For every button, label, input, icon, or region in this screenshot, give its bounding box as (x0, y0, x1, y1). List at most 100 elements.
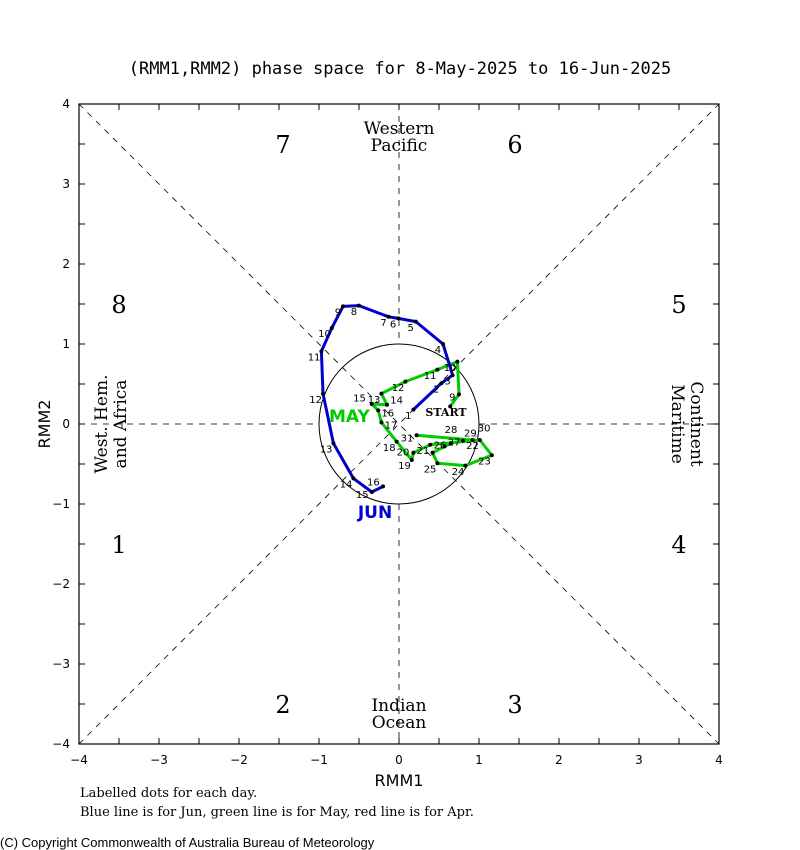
day-dot (414, 433, 419, 438)
day-dot (381, 484, 385, 489)
phase-label-7: 7 (275, 131, 290, 159)
day-label: 31 (401, 433, 414, 444)
day-label: 27 (448, 437, 461, 448)
phase-label-3: 3 (507, 691, 522, 719)
day-label: 16 (381, 409, 394, 420)
unit-circle (318, 343, 480, 505)
day-dot (331, 441, 336, 446)
day-dot (435, 461, 440, 466)
day-dot (439, 381, 444, 386)
day-dot (403, 379, 408, 384)
day-dot (455, 359, 460, 364)
day-label: 6 (390, 320, 396, 331)
phase-label-4: 4 (671, 531, 686, 559)
x-tick-label: 3 (635, 753, 643, 767)
day-dot (435, 367, 440, 372)
phase-label-5: 5 (671, 291, 686, 319)
day-label: 22 (466, 441, 479, 452)
day-dot (369, 402, 374, 406)
note-1: Labelled dots for each day. (80, 786, 257, 801)
day-dot (321, 391, 325, 396)
y-tick-label: 4 (62, 97, 70, 111)
day-dot (457, 392, 461, 397)
day-label: 23 (478, 456, 491, 467)
day-label: 4 (435, 345, 441, 356)
day-label: 26 (434, 441, 447, 452)
phase-label-6: 6 (507, 131, 522, 159)
note-2: Blue line is for Jun, green line is for … (80, 805, 474, 820)
day-dot (376, 408, 381, 413)
day-label: 28 (445, 425, 458, 436)
day-label: 14 (390, 396, 403, 407)
day-dot (409, 458, 414, 462)
y-axis-label: RMM2 (35, 400, 54, 449)
day-dot (411, 407, 416, 412)
day-dot (341, 304, 345, 309)
day-dot (413, 319, 418, 324)
day-label: 30 (478, 424, 491, 435)
phase-label-8: 8 (111, 291, 126, 319)
day-label: 5 (408, 323, 414, 334)
day-dot (385, 402, 389, 407)
day-label: 13 (368, 395, 381, 406)
day-dot (386, 314, 391, 319)
day-dot (428, 442, 433, 447)
day-label-leader (472, 434, 479, 441)
chart-title: (RMM1,RMM2) phase space for 8-May-2025 t… (129, 59, 671, 79)
day-dot (449, 441, 453, 446)
day-label: 13 (320, 444, 333, 455)
day-label: 14 (340, 480, 353, 491)
day-label: 15 (356, 490, 369, 501)
day-dot (463, 463, 468, 468)
day-dot (489, 453, 494, 458)
day-label: 16 (367, 477, 380, 488)
day-label: 21 (417, 446, 430, 457)
day-label: 29 (464, 429, 477, 440)
region-left-2: and Africa (111, 380, 131, 469)
region-top-1: Western (364, 119, 435, 139)
day-label: 20 (397, 447, 410, 458)
y-tick-label: 3 (62, 177, 70, 191)
x-tick-label: 4 (715, 753, 723, 767)
day-label: 17 (385, 421, 398, 432)
month-label-jun: JUN (357, 503, 392, 523)
day-label: 11 (308, 352, 321, 363)
x-tick-label: 2 (555, 753, 563, 767)
day-label: 7 (380, 318, 386, 329)
series-line-jun (319, 304, 455, 494)
day-label: 3 (444, 376, 450, 387)
plot-frame (78, 103, 720, 745)
x-tick-label: −4 (70, 753, 88, 767)
region-top-2: Pacific (371, 136, 428, 156)
y-tick-label: 2 (62, 257, 70, 271)
day-dot (411, 450, 416, 455)
month-label-may: MAY (329, 407, 370, 427)
y-tick-label: 0 (62, 417, 70, 431)
day-label: 12 (392, 383, 405, 394)
y-tick-label: −4 (52, 737, 70, 751)
day-dot (396, 316, 401, 321)
day-label: 1 (405, 411, 411, 422)
day-dot (448, 404, 453, 409)
y-tick-label: 1 (62, 337, 70, 351)
day-dot (379, 420, 384, 425)
day-label: 15 (353, 394, 366, 405)
day-dot (450, 373, 455, 378)
day-dot (357, 303, 361, 308)
x-axis-label: RMM1 (375, 771, 424, 790)
day-label: 11 (424, 371, 437, 382)
day-dot (477, 438, 482, 442)
copyright: (C) Copyright Commonwealth of Australia … (0, 835, 375, 850)
day-label: 12 (309, 395, 322, 406)
day-label: 10 (444, 363, 457, 374)
x-tick-label: −2 (230, 753, 248, 767)
x-tick-label: −1 (310, 753, 328, 767)
day-label: 24 (452, 467, 465, 478)
y-tick-label: −1 (52, 497, 70, 511)
region-bottom-2: Ocean (372, 713, 427, 733)
day-dot (369, 490, 374, 494)
day-label: 19 (398, 461, 411, 472)
phase-label-1: 1 (111, 531, 126, 559)
